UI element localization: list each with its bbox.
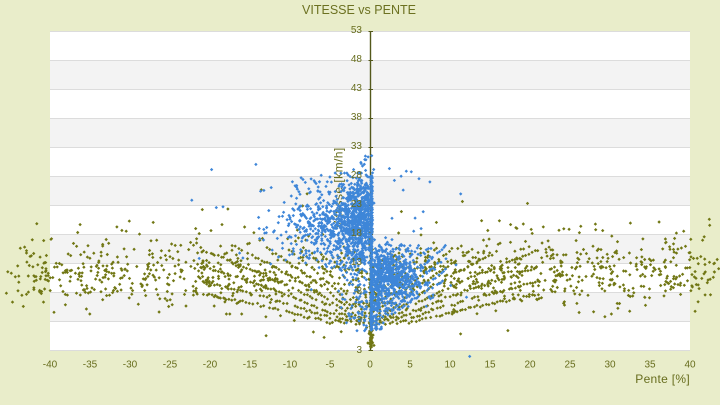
svg-text:18: 18: [351, 228, 363, 239]
svg-text:23: 23: [351, 199, 363, 210]
svg-text:-10: -10: [283, 360, 298, 371]
svg-text:38: 38: [351, 112, 363, 123]
svg-text:28: 28: [351, 170, 363, 181]
svg-text:35: 35: [644, 360, 656, 371]
svg-text:8: 8: [356, 286, 362, 297]
svg-text:-35: -35: [83, 360, 98, 371]
svg-text:3: 3: [356, 345, 362, 356]
svg-text:3: 3: [356, 315, 362, 326]
svg-text:VITESSE vs PENTE: VITESSE vs PENTE: [302, 3, 416, 17]
svg-text:-5: -5: [326, 360, 335, 371]
svg-text:Pente [%]: Pente [%]: [635, 372, 690, 386]
svg-text:53: 53: [351, 25, 363, 36]
svg-text:43: 43: [351, 83, 363, 94]
svg-text:5: 5: [407, 360, 413, 371]
svg-text:30: 30: [604, 360, 616, 371]
svg-text:25: 25: [564, 360, 576, 371]
svg-text:-30: -30: [123, 360, 138, 371]
svg-text:48: 48: [351, 54, 363, 65]
svg-text:-15: -15: [243, 360, 258, 371]
svg-text:-40: -40: [43, 360, 58, 371]
svg-text:13: 13: [351, 257, 363, 268]
svg-text:0: 0: [367, 360, 373, 371]
svg-text:33: 33: [351, 141, 363, 152]
svg-text:15: 15: [484, 360, 496, 371]
svg-text:20: 20: [524, 360, 536, 371]
svg-text:40: 40: [684, 360, 696, 371]
svg-text:-20: -20: [203, 360, 218, 371]
svg-text:-25: -25: [163, 360, 178, 371]
svg-text:10: 10: [444, 360, 456, 371]
